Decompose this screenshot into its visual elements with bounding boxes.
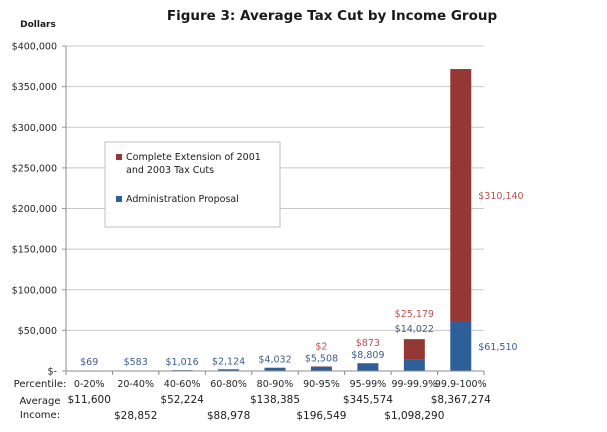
average-income-label: $52,224 xyxy=(160,394,204,406)
bar-complete-extension xyxy=(403,339,425,360)
data-label-extension: $25,179 xyxy=(395,309,434,320)
y-tick-label: $50,000 xyxy=(18,326,57,337)
bar-administration-proposal xyxy=(264,367,286,371)
y-tick-label: $- xyxy=(48,367,57,378)
bar-administration-proposal xyxy=(310,366,332,371)
x-tick-label: 90-95% xyxy=(303,379,340,390)
legend-label-extension-line2: and 2003 Tax Cuts xyxy=(126,165,214,176)
average-income-label: $1,098,290 xyxy=(384,410,444,422)
data-label-administration: $5,508 xyxy=(305,354,338,365)
bar-complete-extension xyxy=(450,69,472,322)
y-tick-label: $300,000 xyxy=(12,123,57,134)
x-tick-label: 60-80% xyxy=(210,379,247,390)
x-tick-label: 99-99.9% xyxy=(391,379,437,390)
legend-swatch-extension xyxy=(116,154,122,160)
average-income-label: $196,549 xyxy=(296,410,346,422)
bars xyxy=(78,69,472,372)
bar-administration-proposal xyxy=(403,359,425,371)
bar-administration-proposal xyxy=(357,363,379,371)
bar-complete-extension xyxy=(357,363,379,364)
data-label-administration: $61,510 xyxy=(478,342,517,353)
bar-labels: $69 $583 $1,016 $2,124 $4,032 $5,508$2$8,809$… xyxy=(80,191,523,368)
average-income-label: $345,574 xyxy=(343,394,393,406)
x-tick-label: 95-99% xyxy=(350,379,387,390)
y-axis-title: Dollars xyxy=(20,20,56,30)
income-row-label-line1: Average xyxy=(19,396,60,407)
bar-administration-proposal xyxy=(450,321,472,371)
x-tick-label: 40-60% xyxy=(164,379,201,390)
average-income-label: $11,600 xyxy=(68,394,111,406)
y-tick-label: $100,000 xyxy=(12,285,57,296)
data-label-administration: $4,032 xyxy=(258,355,291,366)
y-tick-label: $400,000 xyxy=(12,42,57,53)
average-income-labels: $11,600$28,852$52,224$88,978$138,385 $196… xyxy=(68,394,492,422)
legend-box xyxy=(104,141,281,228)
legend-label-extension-line1: Complete Extension of 2001 xyxy=(126,152,261,163)
data-label-administration: $583 xyxy=(124,357,148,368)
data-label-administration: $69 xyxy=(80,357,98,368)
income-row-label-line2: Income: xyxy=(20,410,60,421)
average-income-label: $88,978 xyxy=(207,410,250,422)
data-label-administration: $2,124 xyxy=(212,356,245,367)
legend: Complete Extension of 2001 and 2003 Tax … xyxy=(104,141,281,228)
average-income-label: $138,385 xyxy=(250,394,300,406)
y-tick-label: $350,000 xyxy=(12,82,57,93)
x-tick-label: 20-40% xyxy=(117,379,154,390)
legend-swatch-administration xyxy=(116,196,122,202)
average-income-label: $8,367,274 xyxy=(431,394,491,406)
data-label-extension: $2 xyxy=(315,342,327,353)
y-tick-label: $250,000 xyxy=(12,163,57,174)
x-tick-label: 80-90% xyxy=(257,379,294,390)
data-label-administration: $8,809 xyxy=(351,350,384,361)
y-tick-label: $200,000 xyxy=(12,204,57,215)
axes xyxy=(65,46,485,375)
average-income-label: $28,852 xyxy=(114,410,157,422)
bar-administration-proposal xyxy=(218,369,240,371)
x-tick-label: 99.9-100% xyxy=(435,379,487,390)
y-tick-label: $150,000 xyxy=(12,245,57,256)
chart-title: Figure 3: Average Tax Cut by Income Grou… xyxy=(167,8,498,24)
y-axis-ticks: $- $50,000 $100,000 $150,000 $200,000 $250,00… xyxy=(12,42,66,378)
x-tick-label: 0-20% xyxy=(74,379,105,390)
percentile-row-label: Percentile: xyxy=(14,379,67,390)
data-label-extension: $310,140 xyxy=(478,191,523,202)
data-label-administration: $1,016 xyxy=(165,357,198,368)
data-label-extension: $873 xyxy=(356,338,380,349)
data-label-administration: $14,022 xyxy=(395,324,434,335)
x-axis-ticks: 0-20% 20-40% 40-60% 60-80% 80-90% 90-95% 95-99… xyxy=(74,379,487,390)
legend-label-administration: Administration Proposal xyxy=(126,194,239,205)
